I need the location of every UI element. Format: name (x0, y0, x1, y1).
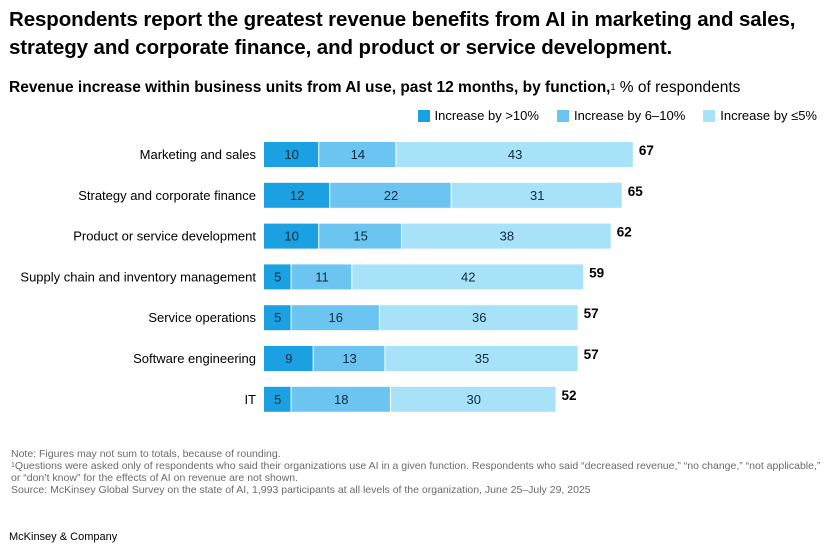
legend-label-6to10: Increase by 6–10% (573, 108, 686, 123)
segment-value-le5-software-engineering: 35 (475, 351, 489, 366)
legend-label-gt10: Increase by >10% (434, 108, 539, 123)
category-label-service-operations: Service operations (148, 310, 256, 325)
legend-item-6to10: Increase by 6–10% (556, 108, 686, 124)
bar-segment-6to10-software-engineering (313, 346, 385, 371)
segment-value-gt10-strategy-and-corporate-finance: 12 (290, 188, 304, 203)
bar-segment-le5-supply-chain-and-inventory-management (352, 264, 584, 290)
footnote-1-mark: 1 (11, 462, 15, 469)
bar-segment-le5-service-operations (379, 305, 578, 331)
bar-segment-gt10-it (264, 386, 291, 412)
publisher-footer: McKinsey & Company (9, 531, 118, 543)
segment-value-gt10-marketing-and-sales: 10 (284, 147, 298, 162)
bar-segment-6to10-it (291, 386, 390, 412)
segment-value-gt10-service-operations: 5 (274, 310, 281, 325)
subtitle-bold: Revenue increase within business units f… (9, 79, 611, 96)
bar-segment-le5-software-engineering (385, 346, 578, 371)
bar-segment-6to10-strategy-and-corporate-finance (330, 182, 451, 208)
total-value-strategy-and-corporate-finance: 65 (628, 184, 644, 199)
legend-swatch-6to10 (556, 110, 569, 122)
segment-value-6to10-service-operations: 16 (329, 310, 343, 325)
subtitle-footnote-mark: 1 (610, 82, 616, 92)
chart-headline: Respondents report the greatest revenue … (9, 8, 796, 59)
bar-segment-le5-it (390, 386, 556, 412)
segment-value-6to10-it: 18 (334, 392, 348, 407)
segment-value-gt10-product-or-service-development: 10 (284, 229, 298, 244)
subtitle-unit: % of respondents (615, 79, 741, 96)
segment-value-le5-marketing-and-sales: 43 (508, 147, 522, 162)
bar-segment-6to10-service-operations (291, 305, 379, 331)
total-value-product-or-service-development: 62 (617, 225, 632, 240)
segment-value-le5-product-or-service-development: 38 (500, 229, 514, 244)
source-note: Source: McKinsey Global Survey on the st… (11, 484, 591, 496)
bar-segment-6to10-product-or-service-development (319, 223, 401, 249)
bar-segment-gt10-strategy-and-corporate-finance (264, 182, 330, 208)
bar-segment-gt10-supply-chain-and-inventory-management (264, 264, 291, 290)
segment-value-6to10-marketing-and-sales: 14 (351, 147, 365, 162)
total-value-supply-chain-and-inventory-management: 59 (589, 265, 604, 280)
category-label-marketing-and-sales: Marketing and sales (140, 147, 257, 162)
bar-segment-6to10-supply-chain-and-inventory-management (291, 264, 352, 290)
bar-segment-le5-strategy-and-corporate-finance (451, 182, 622, 208)
bar-segment-6to10-marketing-and-sales (319, 142, 396, 167)
legend-swatch-gt10 (417, 110, 430, 122)
segment-value-gt10-supply-chain-and-inventory-management: 5 (274, 269, 281, 284)
legend-item-gt10: Increase by >10% (417, 108, 539, 124)
legend-item-le5: Increase by ≤5% (703, 108, 817, 124)
total-value-it: 52 (562, 388, 577, 403)
total-value-marketing-and-sales: 67 (639, 143, 654, 158)
segment-value-6to10-supply-chain-and-inventory-management: 11 (315, 269, 329, 284)
note-rounding: Note: Figures may not sum to totals, bec… (11, 448, 281, 460)
segment-value-6to10-product-or-service-development: 15 (353, 229, 367, 244)
bar-segment-le5-product-or-service-development (402, 223, 611, 249)
stacked-bar-chart: Marketing and sales 10 14 43 67 Strategy and … (20, 142, 654, 412)
bar-segment-gt10-software-engineering (264, 346, 313, 371)
segment-value-le5-service-operations: 36 (472, 310, 486, 325)
footnote-1: 1Questions were asked only of respondent… (11, 460, 823, 484)
segment-value-6to10-software-engineering: 13 (342, 351, 356, 366)
category-label-it: IT (244, 392, 256, 407)
segment-value-6to10-strategy-and-corporate-finance: 22 (384, 188, 398, 203)
bar-segment-gt10-marketing-and-sales (264, 142, 319, 167)
chart-notes: Note: Figures may not sum to totals, bec… (11, 448, 823, 496)
total-value-software-engineering: 57 (584, 347, 599, 362)
bar-segment-gt10-product-or-service-development (264, 223, 319, 249)
chart-legend: Increase by >10% Increase by 6–10% Incre… (400, 108, 817, 124)
segment-value-le5-strategy-and-corporate-finance: 31 (530, 188, 544, 203)
legend-swatch-le5 (703, 110, 716, 122)
footnote-1-text: Questions were asked only of respondents… (11, 460, 821, 484)
segment-value-le5-it: 30 (467, 392, 481, 407)
category-label-software-engineering: Software engineering (133, 351, 256, 366)
segment-value-le5-supply-chain-and-inventory-management: 42 (461, 269, 475, 284)
category-label-strategy-and-corporate-finance: Strategy and corporate finance (78, 188, 256, 203)
category-label-supply-chain-and-inventory-management: Supply chain and inventory management (20, 269, 256, 284)
chart-subtitle: Revenue increase within business units f… (9, 78, 740, 98)
bar-segment-le5-marketing-and-sales (396, 142, 633, 167)
legend-label-le5: Increase by ≤5% (720, 108, 817, 123)
segment-value-gt10-it: 5 (274, 392, 281, 407)
total-value-service-operations: 57 (584, 306, 599, 321)
segment-value-gt10-software-engineering: 9 (285, 351, 292, 366)
category-label-product-or-service-development: Product or service development (73, 229, 256, 244)
bar-segment-gt10-service-operations (264, 305, 291, 331)
